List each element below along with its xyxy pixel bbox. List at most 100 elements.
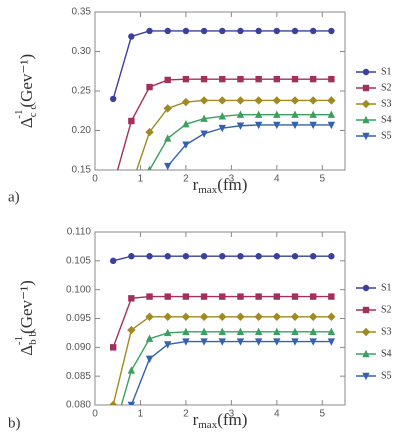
marker [273, 121, 281, 130]
marker [164, 328, 172, 337]
marker [291, 75, 299, 83]
marker [237, 253, 244, 260]
legend-marker [362, 84, 370, 92]
marker [163, 312, 172, 321]
y-tick-label: 0.095 [66, 313, 91, 324]
series-line [112, 30, 332, 100]
marker [236, 96, 245, 105]
marker [328, 293, 335, 300]
marker [200, 327, 208, 335]
marker [237, 27, 244, 35]
legend-marker [362, 372, 370, 381]
marker [146, 83, 153, 91]
marker [146, 27, 153, 35]
x-tick-label: 3 [229, 174, 235, 185]
marker [181, 97, 191, 107]
y-label-unit: (Gev⁻¹) [17, 54, 36, 108]
legend-marker [362, 306, 370, 314]
marker [218, 96, 227, 105]
y-tick-label: 0.30 [72, 46, 92, 57]
x-axis-label: rmax(fm) [193, 410, 248, 431]
plot-area [109, 27, 336, 190]
y-label-sup: -1 [13, 336, 25, 345]
marker [182, 338, 190, 346]
marker [200, 114, 208, 122]
marker [254, 96, 263, 105]
marker [200, 75, 208, 83]
marker [254, 327, 263, 335]
marker [164, 134, 172, 142]
marker [199, 96, 209, 105]
marker [200, 130, 208, 138]
x-label-sub: max [198, 419, 217, 431]
marker [164, 341, 172, 349]
marker [309, 338, 317, 346]
y-axis-label: Δb b-1 (Gev⁻¹) [13, 280, 39, 356]
y-tick-label: 0.25 [72, 86, 92, 97]
marker [291, 27, 299, 35]
x-label-main: r [193, 175, 199, 194]
legend-label: S4 [381, 114, 392, 125]
legend-label: S4 [381, 348, 392, 359]
legend-label: S1 [381, 282, 392, 293]
marker [182, 293, 190, 300]
marker [290, 312, 300, 321]
panel-label: b) [8, 415, 21, 431]
marker [236, 327, 245, 335]
legend-label: S3 [381, 326, 392, 337]
legend-marker [362, 132, 370, 141]
series-line [130, 340, 332, 405]
marker [237, 75, 244, 83]
marker [273, 338, 281, 346]
marker [200, 27, 208, 35]
x-axis-label: rmax(fm) [193, 175, 248, 196]
x-label-sub: max [198, 184, 217, 196]
marker [237, 293, 244, 300]
marker [254, 121, 263, 130]
marker [182, 75, 190, 83]
marker [309, 75, 317, 83]
marker [127, 182, 135, 190]
legend-marker [361, 99, 371, 109]
marker [218, 112, 226, 120]
marker [164, 27, 171, 35]
marker [309, 327, 317, 335]
marker [200, 293, 208, 300]
panel-label: a) [8, 189, 20, 205]
x-tick-label: 0 [92, 409, 98, 420]
marker [147, 165, 152, 170]
marker [255, 253, 262, 260]
marker [146, 293, 153, 300]
marker [327, 312, 336, 321]
marker [164, 253, 171, 260]
marker [255, 293, 262, 300]
marker [254, 312, 263, 321]
y-label-sub: b b [27, 331, 39, 345]
marker [219, 27, 226, 35]
marker [109, 344, 117, 351]
x-tick-label: 2 [183, 409, 189, 420]
legend-marker [362, 115, 370, 124]
marker [128, 117, 135, 125]
marker [327, 338, 336, 346]
marker [236, 312, 245, 321]
y-tick-label: 0.085 [66, 371, 91, 382]
marker [109, 95, 117, 103]
x-label-main: r [193, 410, 199, 429]
marker [181, 312, 191, 321]
marker [273, 27, 281, 35]
marker [218, 312, 227, 321]
legend-label: S1 [381, 66, 392, 77]
marker [164, 162, 172, 170]
chart: 0.15 0.20 0.25 0.30 0.35 0 1 2 3 4 5 rmax(fm) Δc c-1… [8, 7, 392, 206]
marker [218, 327, 226, 335]
x-label-unit: (fm) [217, 410, 247, 429]
marker [163, 104, 172, 113]
marker [164, 76, 171, 84]
marker [291, 253, 299, 260]
legend-label: S3 [381, 98, 392, 109]
series-line [167, 124, 332, 167]
marker [291, 121, 299, 130]
legend-marker [362, 68, 370, 76]
legend-marker [362, 349, 370, 358]
